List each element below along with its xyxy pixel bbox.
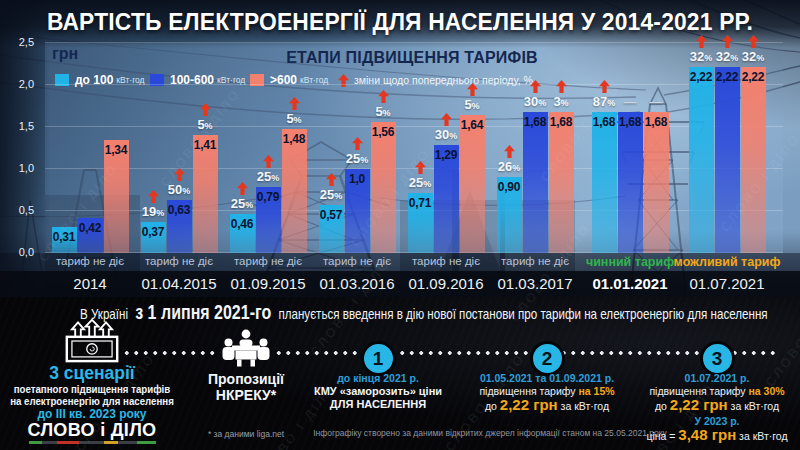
- scenario-text-line: до 2,22 грн за кВт·год: [597, 398, 800, 413]
- scenario-text-line: ціна = 3,48 грн за кВт·год: [597, 428, 800, 443]
- scenario-text: 2,22 грн: [670, 396, 728, 413]
- infographic: ВАРТІСТЬ ЕЛЕКТРОЕНЕРГІЇ ДЛЯ НАСЕЛЕННЯ У …: [0, 0, 800, 450]
- scenario-text: до: [485, 400, 500, 412]
- scenario-text: 2,22 грн: [500, 396, 558, 413]
- scenario-text: КМУ «заморозить» ціни: [314, 385, 442, 397]
- bottom-section: В Україні з 1 липня 2021-го планується в…: [0, 297, 800, 450]
- scenario-text: 3,48 грн: [678, 426, 736, 443]
- scenarios: 1до кінця 2021 р.КМУ «заморозить» ціниДЛ…: [0, 297, 800, 450]
- scenario-date: 01.07.2021 р.: [597, 372, 800, 385]
- scenario-text: за кВт·год: [736, 430, 787, 442]
- tariff-status-label: можливий тариф: [667, 255, 787, 269]
- scenario-text: за кВт·год: [728, 400, 779, 412]
- scenario-text: на 30%: [748, 385, 784, 397]
- scenario-column: 01.07.2021 р.підвищення тарифу на 30%до …: [597, 370, 800, 443]
- date-label: 01.07.2021: [662, 271, 792, 297]
- scenario-text: до: [655, 400, 670, 412]
- x-axis: 201401.04.201501.09.201501.03.201601.09.…: [0, 271, 800, 297]
- scenario-text: ДЛЯ НАСЕЛЕННЯ: [330, 398, 426, 410]
- scenario-text: ціна =: [646, 430, 678, 442]
